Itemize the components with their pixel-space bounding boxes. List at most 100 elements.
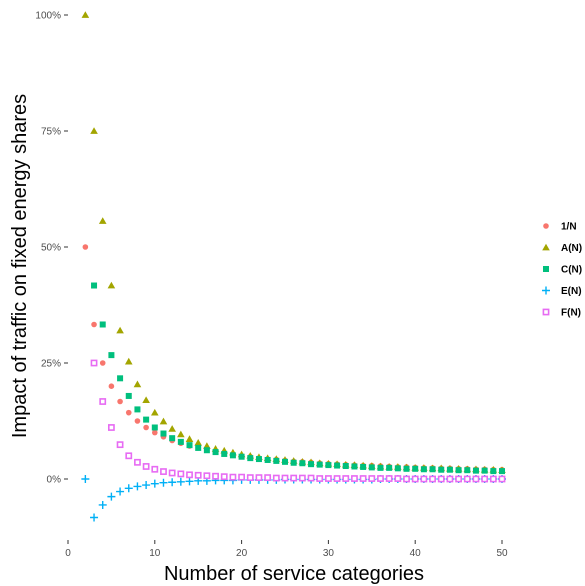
legend-item: E(N) bbox=[542, 286, 582, 297]
x-tick-label: 10 bbox=[149, 548, 161, 559]
data-point bbox=[151, 465, 159, 473]
data-point bbox=[107, 492, 116, 501]
data-point bbox=[298, 474, 306, 482]
data-point bbox=[446, 475, 454, 483]
x-axis-title: Number of service categories bbox=[164, 563, 424, 585]
legend-label: C(N) bbox=[561, 265, 582, 276]
data-point bbox=[212, 472, 219, 480]
x-axis: 0 10 20 30 40 50 bbox=[65, 540, 508, 559]
data-point bbox=[264, 456, 271, 463]
data-point bbox=[108, 383, 115, 390]
data-point bbox=[142, 396, 150, 403]
data-point bbox=[420, 466, 427, 473]
data-point bbox=[194, 439, 202, 446]
data-point bbox=[238, 473, 245, 481]
data-point bbox=[177, 470, 185, 478]
data-point bbox=[124, 357, 133, 365]
data-point bbox=[342, 463, 349, 470]
data-point bbox=[498, 475, 506, 483]
legend-key bbox=[542, 308, 550, 316]
data-point bbox=[134, 418, 141, 424]
y-tick-label: 0% bbox=[47, 475, 62, 486]
data-point bbox=[437, 475, 445, 483]
data-point bbox=[142, 481, 151, 490]
data-point bbox=[238, 453, 245, 460]
series-1-n bbox=[82, 244, 505, 473]
y-tick-label: 100% bbox=[35, 11, 61, 22]
data-point bbox=[281, 474, 289, 482]
y-tick-label: 50% bbox=[41, 243, 61, 254]
data-point bbox=[221, 450, 228, 457]
data-point bbox=[169, 435, 176, 442]
data-point bbox=[455, 467, 462, 474]
data-point bbox=[385, 475, 393, 482]
data-point bbox=[107, 281, 116, 289]
data-point bbox=[489, 475, 497, 483]
data-point bbox=[220, 473, 228, 481]
data-point bbox=[108, 424, 115, 431]
legend-label: 1/N bbox=[561, 222, 577, 233]
data-point bbox=[133, 482, 142, 491]
y-axis-title: Impact of traffic on fixed energy shares bbox=[9, 94, 31, 438]
data-point bbox=[290, 474, 298, 482]
data-point bbox=[282, 458, 288, 465]
x-tick-label: 0 bbox=[65, 548, 71, 559]
data-point bbox=[273, 457, 280, 464]
legend-item: 1/N bbox=[543, 222, 577, 233]
data-point bbox=[247, 455, 254, 462]
legend-label: A(N) bbox=[561, 243, 582, 254]
data-points bbox=[81, 11, 506, 522]
data-point bbox=[272, 474, 280, 482]
data-point bbox=[359, 475, 367, 482]
data-point bbox=[472, 475, 480, 483]
legend-label: E(N) bbox=[561, 286, 582, 297]
data-point bbox=[499, 468, 505, 475]
data-point bbox=[446, 466, 453, 473]
data-point bbox=[394, 475, 402, 482]
data-point bbox=[125, 392, 132, 399]
legend-item: A(N) bbox=[542, 243, 582, 254]
data-point bbox=[159, 417, 168, 425]
data-point bbox=[168, 469, 176, 477]
series-f-n- bbox=[90, 359, 506, 483]
data-point bbox=[464, 467, 471, 474]
legend-label: F(N) bbox=[561, 308, 581, 319]
data-point bbox=[386, 464, 393, 471]
data-point bbox=[203, 447, 210, 454]
data-point bbox=[91, 282, 98, 289]
x-tick-label: 40 bbox=[410, 548, 422, 559]
data-point bbox=[463, 475, 471, 483]
data-point bbox=[98, 500, 107, 509]
data-point bbox=[159, 478, 168, 487]
data-point bbox=[168, 478, 177, 487]
data-point bbox=[99, 398, 107, 405]
data-point bbox=[81, 475, 90, 483]
data-point bbox=[108, 352, 115, 359]
axes: 0% 25% 50% 75% 100% 0 10 20 30 40 50 bbox=[35, 11, 508, 560]
data-point bbox=[377, 475, 384, 482]
data-point bbox=[333, 475, 341, 482]
y-tick-label: 25% bbox=[41, 359, 61, 370]
data-point bbox=[151, 408, 159, 416]
data-point bbox=[334, 462, 341, 469]
data-point bbox=[194, 471, 202, 479]
data-point bbox=[124, 484, 133, 493]
data-point bbox=[151, 424, 158, 431]
data-point bbox=[490, 468, 497, 475]
data-point bbox=[368, 475, 376, 482]
data-point bbox=[116, 487, 125, 496]
x-tick-label: 50 bbox=[496, 548, 508, 559]
data-point bbox=[203, 472, 211, 480]
data-point bbox=[186, 442, 193, 449]
data-point bbox=[472, 467, 479, 474]
data-point bbox=[99, 360, 106, 366]
data-point bbox=[481, 475, 489, 483]
data-point bbox=[403, 475, 410, 483]
y-tick-label: 75% bbox=[41, 127, 61, 138]
data-point bbox=[160, 430, 167, 437]
data-point bbox=[82, 244, 89, 250]
data-point bbox=[360, 463, 367, 470]
data-point bbox=[255, 474, 263, 482]
data-point bbox=[90, 127, 98, 134]
data-point bbox=[351, 463, 358, 470]
